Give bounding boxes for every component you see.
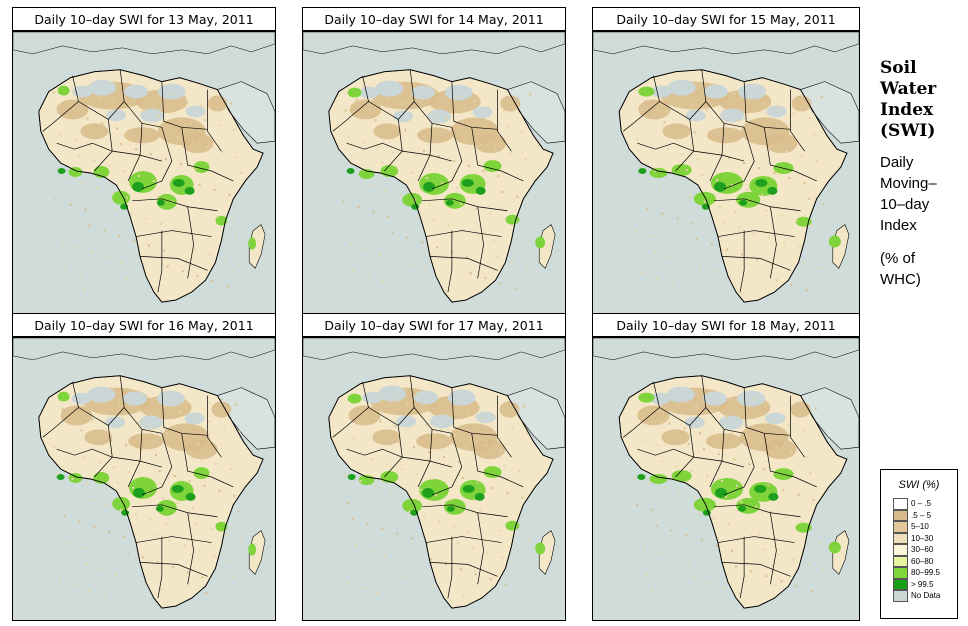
africa-map xyxy=(592,337,860,621)
legend-label: 30–60 xyxy=(911,545,934,555)
legend-item: .5 – 5 xyxy=(893,509,940,521)
legend-swatch xyxy=(893,521,908,533)
heading-line: (SWI) xyxy=(880,121,936,141)
panel-title: Daily 10–day SWI for 14 May, 2011 xyxy=(302,7,566,31)
legend-title: SWI (%) xyxy=(898,479,940,491)
africa-map xyxy=(302,31,566,315)
legend-label: 60–80 xyxy=(911,556,934,566)
legend-label: .5 – 5 xyxy=(911,510,932,520)
index-description: Soil Water Index (SWI) Daily Moving– 10–… xyxy=(880,58,966,290)
desc-line: 10–day xyxy=(880,196,930,213)
map-svg xyxy=(13,338,275,620)
legend-item: 10–30 xyxy=(893,532,940,544)
africa-map xyxy=(592,31,860,315)
panel-title: Daily 10–day SWI for 16 May, 2011 xyxy=(12,313,276,337)
legend-swatch xyxy=(893,555,908,567)
panel-title: Daily 10–day SWI for 18 May, 2011 xyxy=(592,313,860,337)
desc-line: Daily xyxy=(880,154,914,171)
legend-swatch xyxy=(893,567,908,579)
africa-map xyxy=(302,337,566,621)
desc-line: WHC) xyxy=(880,271,921,288)
legend-item: 0 – .5 xyxy=(893,498,940,510)
desc-line: (% of xyxy=(880,250,916,267)
heading-line: Soil xyxy=(880,58,917,78)
legend-item: 30–60 xyxy=(893,544,940,556)
map-svg xyxy=(593,32,859,314)
legend-item: No Data xyxy=(893,590,940,602)
swi-legend: SWI (%) 0 – .5.5 – 5 5–10 10–30 30–60 60–80 8… xyxy=(880,469,958,619)
legend-swatch xyxy=(893,544,908,556)
legend-label: 10–30 xyxy=(911,533,934,543)
map-svg xyxy=(13,32,275,314)
heading-line: Water xyxy=(880,79,937,99)
legend-label: 5–10 xyxy=(911,522,929,532)
map-svg xyxy=(303,32,565,314)
heading-line: Index xyxy=(880,100,934,120)
legend-item: 60–80 xyxy=(893,555,940,567)
legend-swatch xyxy=(893,532,908,544)
legend-item: > 99.5 xyxy=(893,578,940,590)
panel-title: Daily 10–day SWI for 13 May, 2011 xyxy=(12,7,276,31)
legend-item: 5–10 xyxy=(893,521,940,533)
legend-label: 80–99.5 xyxy=(911,568,940,578)
legend-swatch xyxy=(893,590,908,602)
legend-swatch xyxy=(893,509,908,521)
legend-label: > 99.5 xyxy=(911,579,934,589)
map-svg xyxy=(303,338,565,620)
legend-label: No Data xyxy=(911,591,941,601)
panel-title: Daily 10–day SWI for 17 May, 2011 xyxy=(302,313,566,337)
desc-line: Moving– xyxy=(880,175,937,192)
map-svg xyxy=(593,338,859,620)
desc-line: Index xyxy=(880,217,917,234)
panel-title: Daily 10–day SWI for 15 May, 2011 xyxy=(592,7,860,31)
desc-line xyxy=(880,236,966,248)
africa-map xyxy=(12,337,276,621)
legend-item: 80–99.5 xyxy=(893,567,940,579)
legend-swatch xyxy=(893,498,908,510)
africa-map xyxy=(12,31,276,315)
legend-label: 0 – .5 xyxy=(911,499,932,509)
legend-swatch xyxy=(893,578,908,590)
